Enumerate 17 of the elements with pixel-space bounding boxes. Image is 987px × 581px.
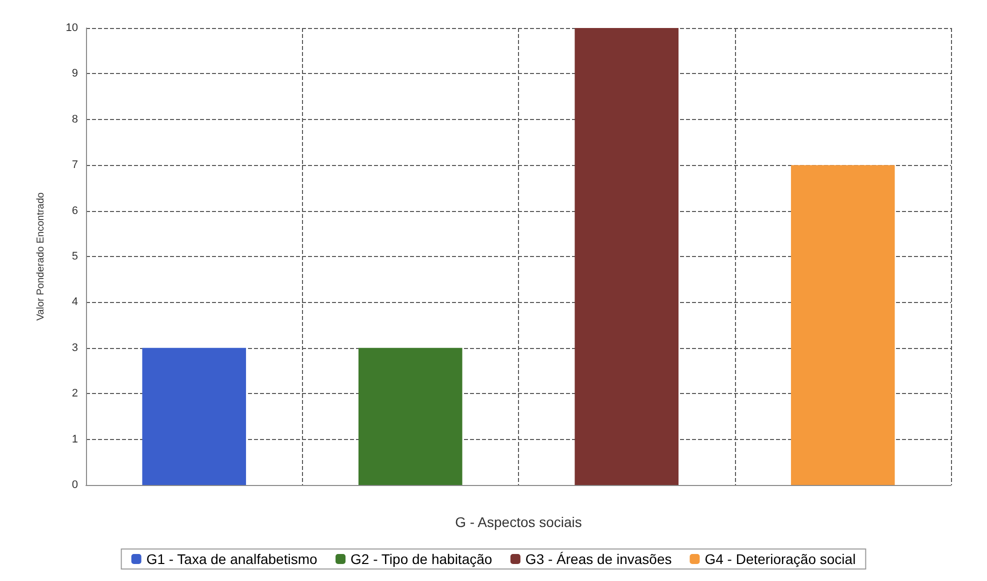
y-tick-label: 6 bbox=[72, 204, 78, 217]
y-tick-label: 8 bbox=[72, 113, 78, 126]
legend-label: G4 - Deterioração social bbox=[704, 551, 856, 567]
y-tick-label: 9 bbox=[72, 68, 78, 80]
y-tick-label: 0 bbox=[72, 479, 78, 491]
y-tick-label: 10 bbox=[66, 22, 78, 34]
y-axis-title: Valor Ponderado Encontrado bbox=[36, 192, 46, 321]
legend-label: G1 - Taxa de analfabetismo bbox=[146, 551, 318, 567]
y-tick-label: 3 bbox=[72, 342, 78, 354]
y-tick-label: 4 bbox=[72, 296, 78, 308]
y-tick-label: 1 bbox=[72, 433, 78, 446]
x-axis-title: G - Aspectos sociais bbox=[455, 514, 582, 530]
legend-label: G2 - Tipo de habitação bbox=[350, 551, 492, 567]
y-tick-label: 2 bbox=[72, 388, 78, 400]
y-tick-label: 5 bbox=[72, 250, 78, 262]
y-tick-label: 7 bbox=[72, 159, 78, 172]
legend-label: G3 - Áreas de invasões bbox=[525, 551, 672, 567]
